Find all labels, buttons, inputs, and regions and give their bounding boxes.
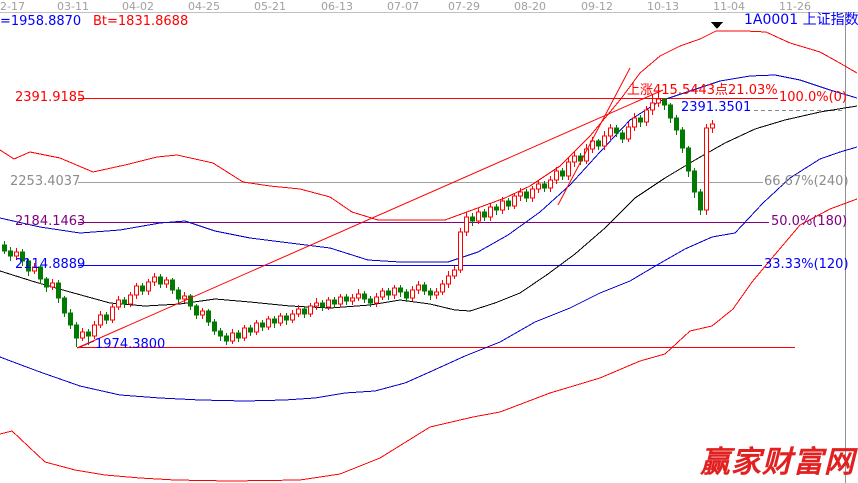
level-price-label: 2253.4037 xyxy=(10,174,81,189)
candlestick-series[interactable] xyxy=(2,91,715,347)
x-axis-date: 03-11 xyxy=(57,0,89,13)
gann-level-lines xyxy=(78,98,778,266)
black-ma-curve xyxy=(0,105,858,312)
x-axis-date: 09-12 xyxy=(581,0,613,13)
main-uptrend-trendline[interactable] xyxy=(76,89,664,349)
indicator-value-b: =1958.8870 xyxy=(0,14,82,29)
x-axis-date: 2-17 xyxy=(0,0,25,13)
top-divider-line xyxy=(0,12,858,13)
blue-lower-band-curve xyxy=(0,146,858,402)
recent-high-label: 2391.3501 xyxy=(681,100,752,115)
site-watermark: 赢家财富网 xyxy=(700,445,855,480)
level-price-label: 2184.1463 xyxy=(15,214,86,229)
x-axis-date: 04-25 xyxy=(188,0,220,13)
support-price-label: 1974.3800 xyxy=(95,337,166,352)
symbol-title[interactable]: 1A0001 上证指数 xyxy=(744,12,858,28)
x-axis-date: 04-02 xyxy=(122,0,154,13)
x-axis-date: 10-13 xyxy=(647,0,679,13)
peak-marker-icon xyxy=(711,22,723,29)
blue-ma-curve xyxy=(0,74,858,263)
red-lower-band-curve xyxy=(0,198,858,482)
level-percent-label: 100.0%(0) xyxy=(779,90,847,105)
x-axis-date: 05-21 xyxy=(254,0,286,13)
x-axis-date: 11-26 xyxy=(779,0,811,13)
level-price-label: 2114.8889 xyxy=(15,257,86,272)
x-axis-date: 11-04 xyxy=(713,0,745,13)
x-axis-date: 07-07 xyxy=(387,0,419,13)
x-axis-date: 06-13 xyxy=(321,0,353,13)
level-percent-label: 50.0%(180) xyxy=(771,214,848,229)
indicator-value-bt: Bt=1831.8688 xyxy=(93,14,189,29)
x-axis-date: 08-20 xyxy=(514,0,546,13)
chart-right-border xyxy=(845,12,846,483)
rise-annotation: 上涨415.5443点21.03% xyxy=(627,83,778,98)
red-upper-band-curve xyxy=(0,30,858,221)
level-percent-label: 66.67%(240) xyxy=(764,174,849,189)
level-percent-label: 33.33%(120) xyxy=(764,257,849,272)
x-axis-date: 07-29 xyxy=(448,0,480,13)
level-price-label: 2391.9185 xyxy=(15,90,86,105)
steep-uptrend-trendline[interactable] xyxy=(557,67,631,206)
